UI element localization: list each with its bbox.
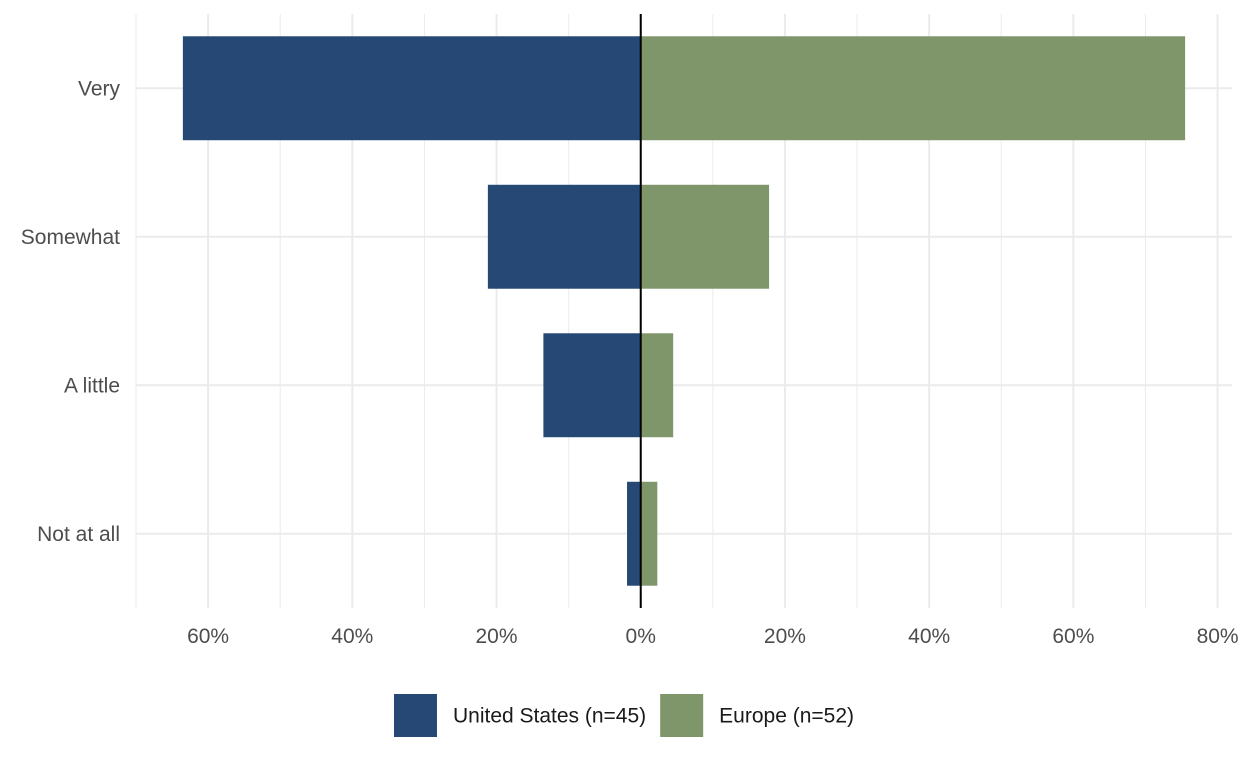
legend: United States (n=45) Europe (n=52): [393, 694, 854, 737]
bar-europe-very: [640, 36, 1186, 141]
y-tick-label: Somewhat: [21, 226, 120, 249]
bar-europe-somewhat: [640, 184, 770, 289]
x-tick-label: 60%: [187, 625, 229, 648]
y-tick-label: Very: [78, 77, 121, 100]
legend-key: [660, 694, 704, 737]
bar-europe-a-little: [640, 333, 674, 438]
y-tick-label: Not at all: [37, 523, 120, 546]
bar-united-states-very: [182, 36, 641, 141]
x-tick-label: 80%: [1197, 625, 1239, 648]
x-tick-label: 60%: [1052, 625, 1094, 648]
bar-united-states-not-at-all: [627, 481, 641, 586]
legend-key: [393, 694, 437, 737]
bar-united-states-a-little: [543, 333, 641, 438]
bar-europe-not-at-all: [640, 481, 658, 586]
bar-united-states-somewhat: [487, 184, 641, 289]
x-tick-label: 0%: [626, 625, 656, 648]
legend-label: Europe (n=52): [719, 705, 854, 728]
y-tick-label: A little: [64, 374, 120, 397]
x-tick-label: 20%: [764, 625, 806, 648]
x-tick-label: 20%: [476, 625, 518, 648]
x-tick-label: 40%: [908, 625, 950, 648]
x-axis: 60% 40% 20% 0% 20% 40% 60% 80%: [187, 625, 1239, 648]
x-tick-label: 40%: [331, 625, 373, 648]
bars: [182, 36, 1186, 586]
y-axis: Very Somewhat A little Not at all: [21, 77, 121, 546]
legend-label: United States (n=45): [453, 705, 646, 728]
